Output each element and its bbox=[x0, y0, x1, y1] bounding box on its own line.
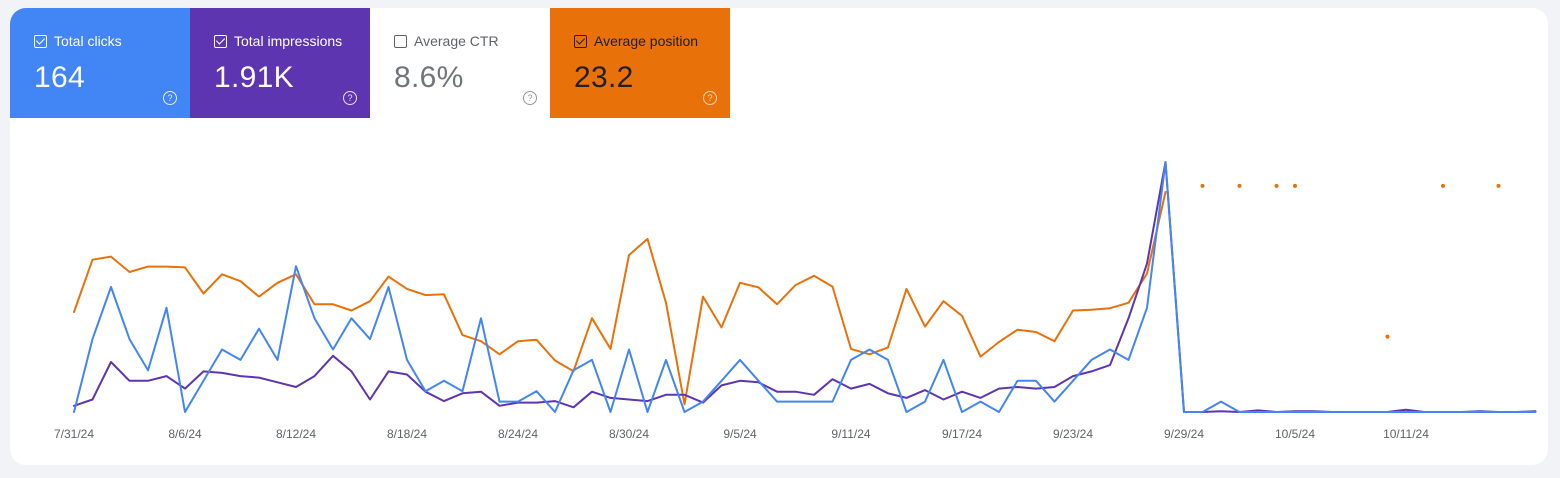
help-icon[interactable]: ? bbox=[523, 91, 537, 105]
metric-label: Total impressions bbox=[234, 33, 343, 49]
checkbox-checked-icon[interactable] bbox=[574, 34, 587, 48]
help-icon[interactable]: ? bbox=[163, 91, 177, 105]
performance-card: Total clicks 164 ? Total impressions 1.9… bbox=[10, 8, 1548, 465]
average-position-point bbox=[1385, 334, 1390, 339]
x-tick-label: 8/6/24 bbox=[168, 427, 202, 441]
x-tick-label: 9/29/24 bbox=[1164, 427, 1204, 441]
checkbox-checked-icon[interactable] bbox=[214, 34, 227, 48]
average-position-point bbox=[1274, 183, 1279, 188]
metric-average-ctr[interactable]: Average CTR 8.6% ? bbox=[370, 8, 550, 118]
metric-value: 164 bbox=[34, 61, 85, 94]
average-position-series-line bbox=[73, 191, 1167, 406]
x-tick-label: 9/23/24 bbox=[1053, 427, 1093, 441]
metric-cards: Total clicks 164 ? Total impressions 1.9… bbox=[10, 8, 730, 118]
checkbox-checked-icon[interactable] bbox=[34, 34, 47, 48]
x-tick-label: 8/30/24 bbox=[609, 427, 649, 441]
x-tick-label: 9/5/24 bbox=[723, 427, 757, 441]
x-tick-label: 7/31/24 bbox=[54, 427, 94, 441]
x-tick-label: 9/17/24 bbox=[942, 427, 982, 441]
metric-value: 1.91K bbox=[214, 61, 294, 94]
average-position-point bbox=[1496, 183, 1501, 188]
metric-value: 8.6% bbox=[394, 61, 464, 94]
performance-line-chart: 7/31/24 8/6/24 8/12/24 8/18/24 8/24/24 8/30/2… bbox=[54, 161, 1537, 441]
help-icon[interactable]: ? bbox=[343, 91, 357, 105]
metric-label: Average CTR bbox=[414, 33, 499, 49]
x-tick-label: 8/12/24 bbox=[276, 427, 316, 441]
total-impressions-series-line bbox=[73, 161, 1537, 413]
average-position-point bbox=[1293, 183, 1297, 188]
x-tick-label: 8/18/24 bbox=[387, 427, 427, 441]
metric-total-clicks[interactable]: Total clicks 164 ? bbox=[10, 8, 190, 118]
average-position-point bbox=[1200, 183, 1205, 188]
x-tick-label: 8/24/24 bbox=[498, 427, 538, 441]
help-icon[interactable]: ? bbox=[703, 91, 717, 105]
x-tick-label: 10/11/24 bbox=[1383, 427, 1429, 441]
metric-label: Average position bbox=[594, 33, 699, 49]
metric-label: Total clicks bbox=[54, 33, 122, 49]
average-position-point bbox=[1237, 183, 1242, 188]
x-tick-label: 10/5/24 bbox=[1275, 427, 1315, 441]
average-position-point bbox=[1441, 183, 1445, 188]
metric-average-position[interactable]: Average position 23.2 ? bbox=[550, 8, 730, 118]
x-tick-label: 9/11/24 bbox=[831, 427, 870, 441]
metric-total-impressions[interactable]: Total impressions 1.91K ? bbox=[190, 8, 370, 118]
total-clicks-series-line bbox=[73, 161, 1537, 413]
checkbox-unchecked-icon[interactable] bbox=[394, 34, 407, 48]
metric-value: 23.2 bbox=[574, 61, 634, 94]
